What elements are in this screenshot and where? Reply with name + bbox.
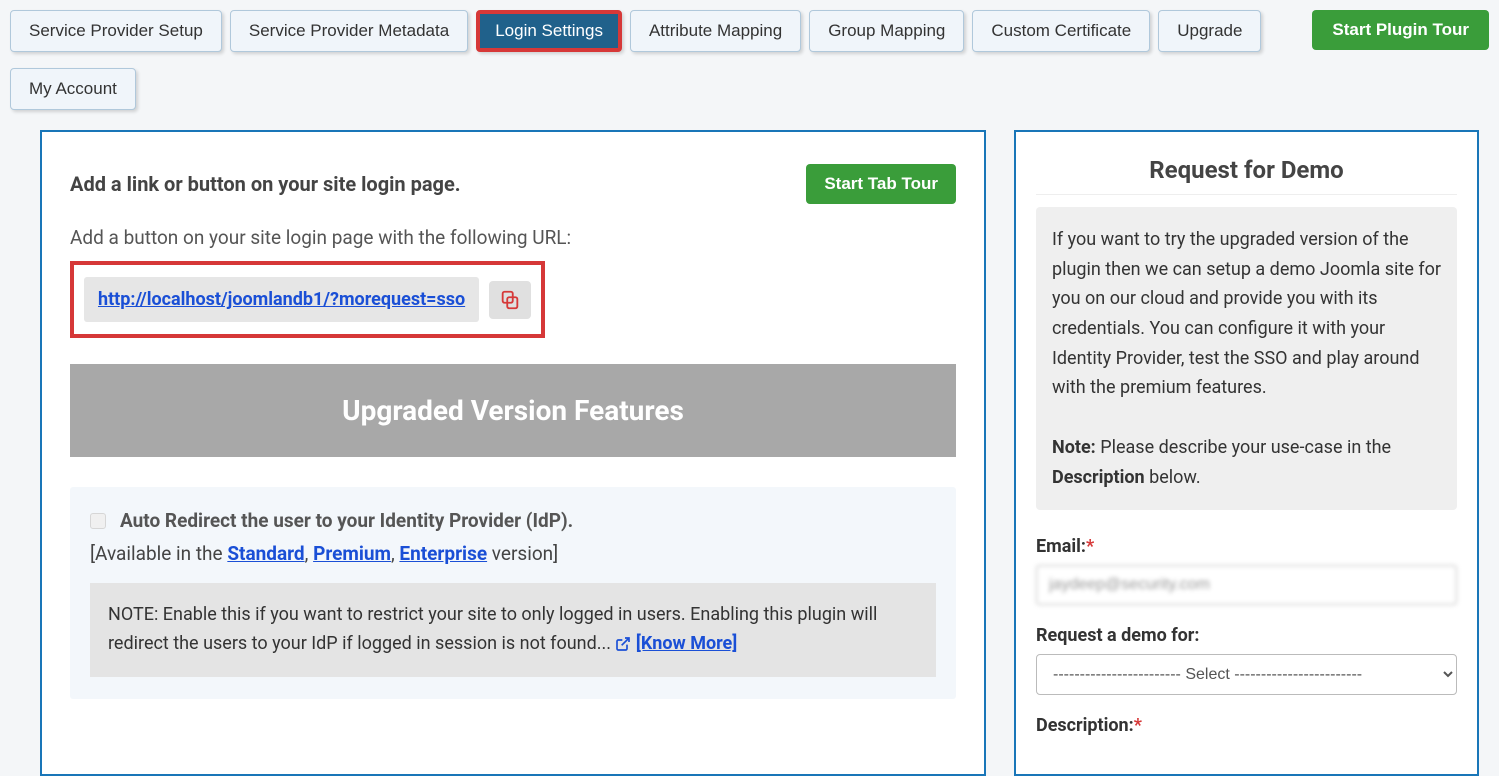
note-box: NOTE: Enable this if you want to restric… <box>90 583 936 677</box>
tab-service-provider-setup[interactable]: Service Provider Setup <box>10 10 222 52</box>
main-panel: Add a link or button on your site login … <box>40 130 986 776</box>
tab-upgrade[interactable]: Upgrade <box>1158 10 1261 52</box>
email-field[interactable] <box>1036 565 1457 605</box>
url-highlight-box: http://localhost/joomlandb1/?morequest=s… <box>70 261 545 338</box>
tab-custom-certificate[interactable]: Custom Certificate <box>972 10 1150 52</box>
auto-redirect-checkbox[interactable] <box>90 513 106 529</box>
tab-login-settings[interactable]: Login Settings <box>476 10 622 52</box>
request-for-label: Request a demo for: <box>1036 625 1457 646</box>
demo-panel: Request for Demo If you want to try the … <box>1014 130 1479 776</box>
email-label: Email:* <box>1036 536 1457 557</box>
content-row: Add a link or button on your site login … <box>0 120 1499 776</box>
start-tab-tour-button[interactable]: Start Tab Tour <box>806 164 956 204</box>
demo-description-box: If you want to try the upgraded version … <box>1036 207 1457 510</box>
know-more-link[interactable]: [Know More] <box>636 633 737 654</box>
tab-group-mapping[interactable]: Group Mapping <box>809 10 964 52</box>
upgraded-features-banner: Upgraded Version Features <box>70 364 956 457</box>
enterprise-link[interactable]: Enterprise <box>399 542 487 565</box>
standard-link[interactable]: Standard <box>227 542 304 565</box>
premium-link[interactable]: Premium <box>313 542 391 565</box>
copy-icon <box>499 289 521 311</box>
external-link-icon <box>615 636 631 652</box>
copy-url-button[interactable] <box>489 281 531 319</box>
tab-my-account[interactable]: My Account <box>10 68 136 110</box>
description-label: Description:* <box>1036 715 1457 736</box>
available-versions-text: [Available in the Standard, Premium, Ent… <box>90 542 936 565</box>
feature-block: Auto Redirect the user to your Identity … <box>70 487 956 699</box>
tab-bar: Service Provider Setup Service Provider … <box>0 0 1499 120</box>
auto-redirect-label: Auto Redirect the user to your Identity … <box>120 509 573 532</box>
section-subtitle: Add a button on your site login page wit… <box>70 226 956 249</box>
request-for-select[interactable]: ------------------------ Select --------… <box>1036 654 1457 695</box>
demo-title: Request for Demo <box>1036 156 1457 195</box>
sso-url-link[interactable]: http://localhost/joomlandb1/?morequest=s… <box>98 289 465 310</box>
tab-service-provider-metadata[interactable]: Service Provider Metadata <box>230 10 468 52</box>
url-box: http://localhost/joomlandb1/?morequest=s… <box>84 277 479 322</box>
start-plugin-tour-button[interactable]: Start Plugin Tour <box>1312 10 1489 50</box>
section-title: Add a link or button on your site login … <box>70 172 461 196</box>
tab-attribute-mapping[interactable]: Attribute Mapping <box>630 10 801 52</box>
